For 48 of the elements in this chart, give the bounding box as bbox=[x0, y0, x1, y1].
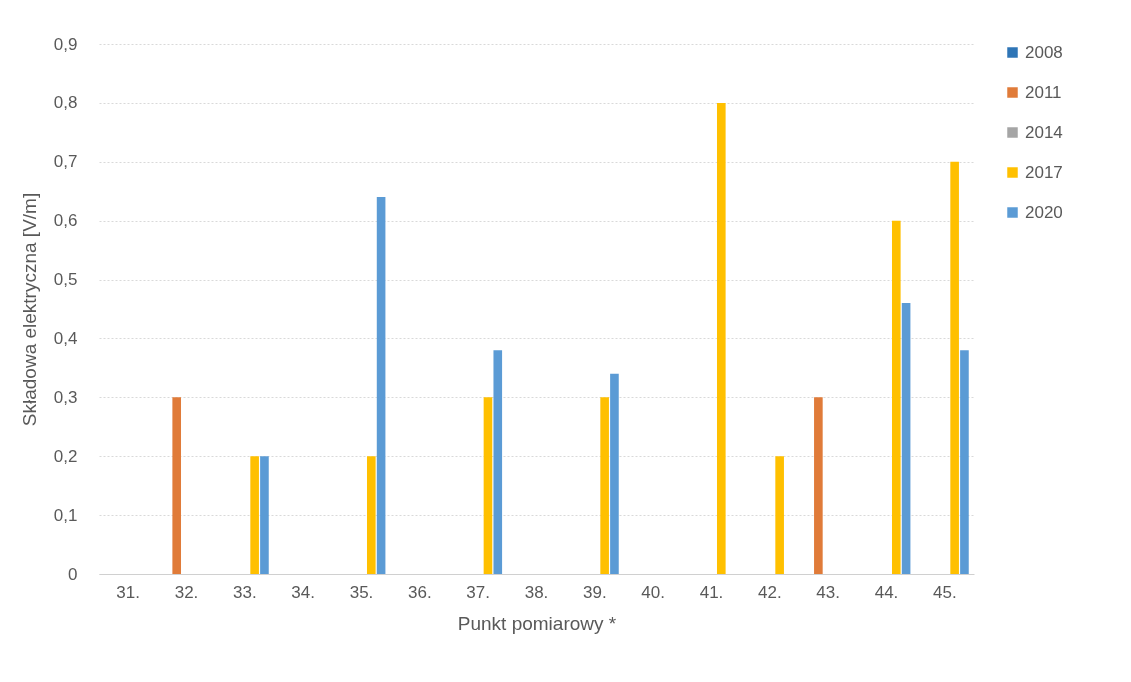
y-tick-label: 0,2 bbox=[53, 446, 78, 466]
bar bbox=[775, 456, 784, 574]
x-tick-label: 38. bbox=[524, 582, 549, 602]
x-tick-label: 35. bbox=[349, 582, 374, 602]
legend-label: 2017 bbox=[1025, 162, 1063, 182]
x-tick-label: 42. bbox=[758, 582, 782, 602]
bar bbox=[716, 102, 726, 574]
x-tick-label: 39. bbox=[583, 582, 607, 602]
legend-label: 2011 bbox=[1025, 82, 1062, 102]
y-tick-label: 0,9 bbox=[53, 34, 78, 54]
bar bbox=[814, 397, 823, 574]
bar bbox=[901, 303, 911, 574]
bar bbox=[483, 397, 493, 574]
x-tick-label: 33. bbox=[233, 582, 257, 602]
legend-label: 2014 bbox=[1025, 122, 1063, 142]
y-tick-label: 0,3 bbox=[53, 387, 78, 407]
x-tick-label: 36. bbox=[408, 582, 432, 602]
y-tick-label: 0,5 bbox=[53, 270, 78, 290]
bar bbox=[250, 456, 259, 574]
legend-label: 2020 bbox=[1025, 202, 1063, 222]
bar bbox=[172, 397, 182, 574]
bar bbox=[493, 350, 503, 574]
bar bbox=[600, 397, 609, 574]
x-tick-label: 45. bbox=[933, 582, 957, 602]
x-tick-label: 34. bbox=[291, 582, 315, 602]
bar bbox=[891, 220, 901, 574]
bar bbox=[960, 350, 969, 574]
bar bbox=[376, 197, 386, 574]
bar bbox=[610, 373, 619, 574]
bar bbox=[950, 161, 959, 574]
x-tick-label: 32. bbox=[174, 582, 199, 602]
x-tick-label: 44. bbox=[874, 582, 899, 602]
y-tick-label: 0,6 bbox=[53, 211, 78, 231]
legend-label: 2008 bbox=[1025, 42, 1063, 62]
y-tick-label: 0,4 bbox=[53, 328, 78, 348]
x-tick-label: 40. bbox=[641, 582, 665, 602]
y-tick-label: 0 bbox=[68, 564, 78, 584]
x-axis-title: Punkt pomiarowy * bbox=[457, 612, 617, 634]
x-tick-label: 37. bbox=[466, 582, 490, 602]
bar bbox=[366, 456, 376, 574]
x-tick-label: 43. bbox=[816, 582, 840, 602]
x-tick-label: 31. bbox=[116, 582, 140, 602]
y-tick-label: 0,8 bbox=[53, 93, 78, 113]
x-tick-label: 41. bbox=[699, 582, 724, 602]
y-tick-label: 0,1 bbox=[53, 505, 78, 525]
bar bbox=[260, 456, 269, 574]
y-axis-title: Składowa elektryczna [V/m] bbox=[18, 192, 40, 427]
y-tick-label: 0,7 bbox=[53, 152, 78, 172]
